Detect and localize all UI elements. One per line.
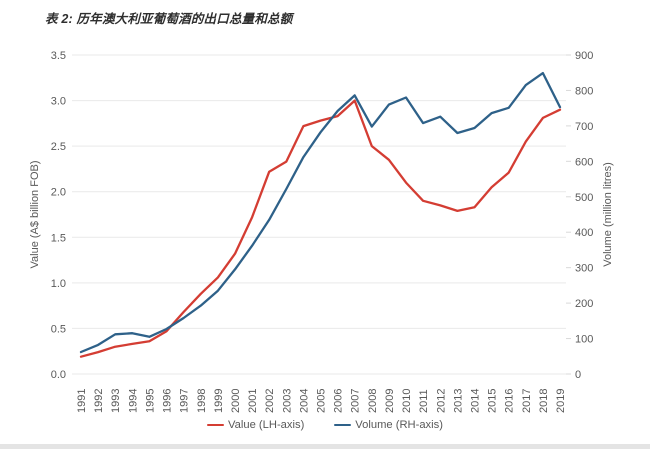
right-axis-tick-label: 500 — [575, 192, 593, 204]
right-axis-tick-label: 400 — [575, 227, 593, 239]
x-axis-tick-label: 2004 — [298, 389, 310, 413]
left-axis-tick-label: 3.5 — [51, 50, 66, 62]
x-axis-tick-label: 2010 — [401, 389, 413, 413]
x-axis-tick-label: 2015 — [487, 389, 499, 413]
x-axis-tick-label: 2019 — [555, 389, 567, 413]
right-axis-tick-label: 700 — [575, 121, 593, 133]
x-axis-tick-label: 2002 — [264, 389, 276, 413]
window-edge — [0, 444, 650, 449]
x-axis-tick-label: 1997 — [179, 389, 191, 413]
right-axis-tick-label: 200 — [575, 298, 593, 310]
x-axis-tick-label: 1995 — [144, 389, 156, 413]
left-axis-tick-label: 2.0 — [51, 187, 66, 199]
right-axis-tick-label: 800 — [575, 85, 593, 97]
right-axis-title: Volume (million litres) — [602, 162, 614, 267]
chart-legend: Value (LH-axis) Volume (RH-axis) — [0, 419, 650, 431]
x-axis-tick-label: 2000 — [230, 389, 242, 413]
x-axis-tick-label: 2008 — [367, 389, 379, 413]
x-axis-tick-label: 2007 — [350, 389, 362, 413]
x-axis-tick-label: 1996 — [162, 389, 174, 413]
x-axis-tick-label: 1993 — [110, 389, 122, 413]
x-axis-tick-label: 2018 — [538, 389, 550, 413]
right-axis-tick-label: 900 — [575, 50, 593, 62]
x-axis-tick-label: 2016 — [504, 389, 516, 413]
x-axis-tick-label: 2003 — [281, 389, 293, 413]
x-axis-tick-label: 2012 — [435, 389, 447, 413]
x-axis-tick-label: 1999 — [213, 389, 225, 413]
x-axis-tick-label: 2009 — [384, 389, 396, 413]
left-axis-tick-label: 2.5 — [51, 141, 66, 153]
left-axis-tick-label: 1.0 — [51, 278, 66, 290]
legend-item-value: Value (LH-axis) — [207, 419, 304, 431]
right-axis-tick-label: 600 — [575, 156, 593, 168]
value-line — [79, 99, 562, 358]
right-axis-tick-label: 0 — [575, 369, 581, 381]
x-axis-tick-label: 2001 — [247, 389, 259, 413]
legend-label-value: Value (LH-axis) — [228, 419, 305, 431]
x-axis-tick-label: 1998 — [196, 389, 208, 413]
left-axis-title: Value (A$ billion FOB) — [29, 160, 41, 268]
x-axis-tick-label: 2006 — [333, 389, 345, 413]
value-line-swatch — [207, 423, 225, 427]
legend-label-volume: Volume (RH-axis) — [355, 419, 443, 431]
x-axis-tick-label: 1992 — [93, 389, 105, 413]
x-axis-tick-label: 2017 — [521, 389, 533, 413]
legend-item-volume: Volume (RH-axis) — [334, 419, 443, 431]
right-axis-tick-label: 100 — [575, 334, 593, 346]
left-axis-tick-label: 1.5 — [51, 232, 66, 244]
chart-title: 表 2: 历年澳大利亚葡萄酒的出口总量和总额 — [45, 12, 293, 26]
x-axis-tick-label: 1994 — [127, 389, 139, 413]
x-axis-tick-label: 2005 — [316, 389, 328, 413]
right-axis-tick-label: 300 — [575, 263, 593, 275]
left-axis-tick-label: 3.0 — [51, 96, 66, 108]
x-axis-tick-label: 1991 — [76, 389, 88, 413]
left-axis-tick-label: 0.0 — [51, 369, 66, 381]
volume-line — [79, 71, 562, 354]
x-axis-tick-label: 2013 — [452, 389, 464, 413]
x-axis-tick-label: 2014 — [469, 389, 481, 413]
x-axis-tick-label: 2011 — [418, 389, 430, 413]
left-axis-tick-label: 0.5 — [51, 323, 66, 335]
volume-line-swatch — [334, 423, 352, 427]
